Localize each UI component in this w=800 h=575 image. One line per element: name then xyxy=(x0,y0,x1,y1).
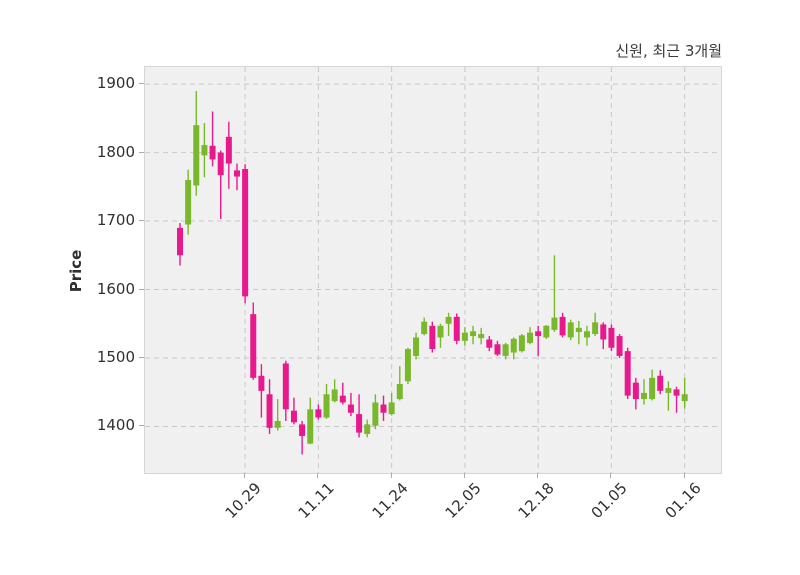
candle-body xyxy=(177,227,183,256)
candle-body xyxy=(681,394,688,402)
candle-body xyxy=(575,327,582,332)
candle-body xyxy=(559,316,566,336)
candle-body xyxy=(201,145,208,156)
candle-body xyxy=(250,314,257,378)
x-tick-label: 01.16 xyxy=(661,479,705,523)
candle-body xyxy=(616,336,623,356)
candle-body xyxy=(518,335,525,352)
candle-body xyxy=(185,179,192,225)
x-tick-label: 11.24 xyxy=(368,479,412,523)
x-tick-mark xyxy=(244,473,246,478)
candle-body xyxy=(356,414,363,433)
candle-body xyxy=(290,410,297,423)
candle-body xyxy=(258,375,265,391)
y-tick-mark xyxy=(139,220,144,222)
y-tick-label: 1500 xyxy=(96,347,135,366)
candle-body xyxy=(225,136,232,164)
candle-body xyxy=(413,337,420,356)
candle-body xyxy=(429,325,436,350)
candle-body xyxy=(380,404,387,413)
candle-body xyxy=(347,404,354,413)
candle-body xyxy=(502,344,509,356)
candle-body xyxy=(421,321,428,335)
candle-body xyxy=(535,331,542,337)
candle-body xyxy=(673,389,680,396)
y-tick-mark xyxy=(139,83,144,85)
y-tick-mark xyxy=(139,151,144,153)
candle-body xyxy=(274,420,281,428)
candle-body xyxy=(242,169,249,297)
candle-body xyxy=(543,325,550,338)
candle-body xyxy=(567,322,574,338)
candle-body xyxy=(470,331,477,337)
candle-body xyxy=(331,389,338,402)
candle-body xyxy=(640,392,647,400)
candle-body xyxy=(608,327,615,348)
x-tick-mark xyxy=(610,473,612,478)
candle-body xyxy=(551,317,558,330)
candle-body xyxy=(494,344,501,355)
candle-body xyxy=(364,424,371,434)
x-tick-label: 10.29 xyxy=(221,479,265,523)
x-tick-label: 12.05 xyxy=(441,479,485,523)
x-tick-mark xyxy=(390,473,392,478)
candle-body xyxy=(453,316,460,341)
candle-body xyxy=(624,351,631,396)
candle-body xyxy=(282,363,289,410)
y-tick-label: 1600 xyxy=(96,279,135,298)
x-tick-label: 01.05 xyxy=(588,479,632,523)
y-tick-label: 1900 xyxy=(96,74,135,93)
candle-body xyxy=(486,339,493,348)
y-tick-label: 1800 xyxy=(96,142,135,161)
y-tick-label: 1400 xyxy=(96,416,135,435)
candle-body xyxy=(600,324,607,340)
y-tick-mark xyxy=(139,288,144,290)
x-tick-mark xyxy=(537,473,539,478)
candle-body xyxy=(299,424,306,437)
candle-body xyxy=(323,394,330,418)
candle-body xyxy=(193,125,200,186)
x-tick-label: 12.18 xyxy=(514,479,558,523)
candle-body xyxy=(527,332,534,343)
candle-body xyxy=(657,375,664,391)
candle-body xyxy=(478,334,485,339)
candle-body xyxy=(404,349,411,382)
candle-body xyxy=(233,170,240,177)
x-tick-mark xyxy=(317,473,319,478)
candle-body xyxy=(510,338,517,353)
x-tick-mark xyxy=(683,473,685,478)
x-tick-mark xyxy=(463,473,465,478)
candle-body xyxy=(217,152,224,176)
candle-body xyxy=(266,394,273,428)
candle-body xyxy=(307,409,314,444)
candle-body xyxy=(209,145,216,160)
x-tick-label: 11.11 xyxy=(295,479,339,523)
candle-body xyxy=(632,382,639,400)
candle-body xyxy=(592,322,599,335)
candle-body xyxy=(339,395,346,403)
plot-area xyxy=(144,66,722,474)
candle-body xyxy=(437,325,444,338)
candle-body xyxy=(396,383,403,400)
candle-body xyxy=(388,402,395,415)
y-tick-mark xyxy=(139,425,144,427)
y-tick-label: 1700 xyxy=(96,211,135,230)
candle-body xyxy=(584,331,590,338)
chart-title: 신원, 최근 3개월 xyxy=(615,42,722,60)
candle-body xyxy=(445,316,452,324)
y-tick-mark xyxy=(139,356,144,358)
candle-body xyxy=(315,409,322,418)
candle-body xyxy=(665,388,672,393)
candle-body xyxy=(461,332,468,341)
candle-body xyxy=(372,402,379,426)
candlestick-chart xyxy=(145,67,721,473)
candle-body xyxy=(649,377,656,400)
